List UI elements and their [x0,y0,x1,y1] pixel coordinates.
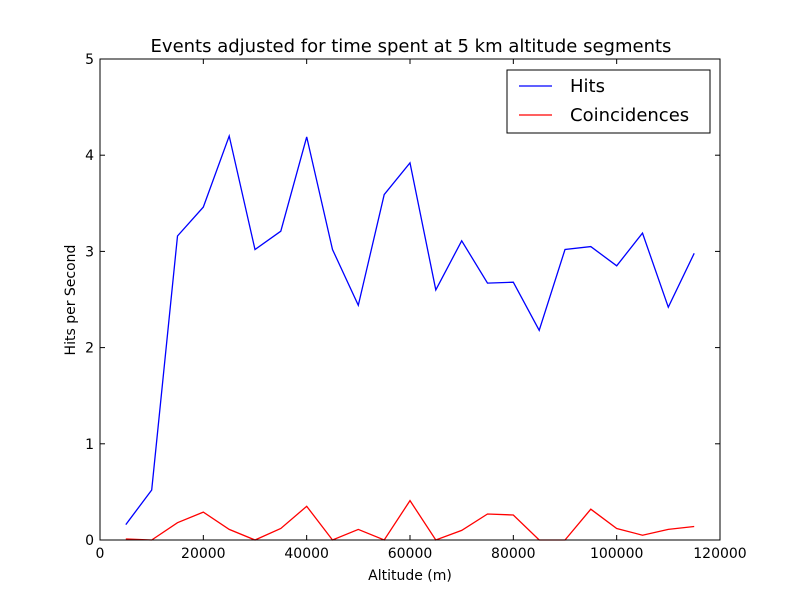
y-tick-label: 1 [85,437,94,453]
y-tick-label: 4 [85,148,94,164]
series-line-coincidences [125,499,695,541]
legend-box [506,69,711,134]
y-tick-label: 2 [85,341,94,357]
legend: Hits Coincidences [506,69,711,134]
x-tick-label: 40000 [284,546,329,562]
x-axis-ticks: 0 20000 40000 60000 80000 100000 120000 [96,59,747,562]
x-tick-label: 120000 [693,546,746,562]
x-tick-label: 60000 [388,546,433,562]
legend-hits-label: Hits [570,76,605,97]
x-tick-label: 0 [96,546,105,562]
series-line-hits [125,133,695,525]
y-tick-label: 0 [85,533,94,549]
legend-coincidences-label: Coincidences [570,105,689,126]
x-axis-label: Altitude (m) [368,568,452,584]
y-tick-label: 3 [85,244,94,260]
series-layer [125,133,695,541]
y-axis-label: Hits per Second [63,245,79,356]
x-tick-label: 80000 [491,546,536,562]
x-tick-label: 100000 [590,546,643,562]
x-tick-label: 20000 [181,546,226,562]
y-tick-label: 5 [85,52,94,68]
y-axis-ticks: 0 1 2 3 4 5 [85,52,720,549]
chart-title: Events adjusted for time spent at 5 km a… [151,36,672,57]
